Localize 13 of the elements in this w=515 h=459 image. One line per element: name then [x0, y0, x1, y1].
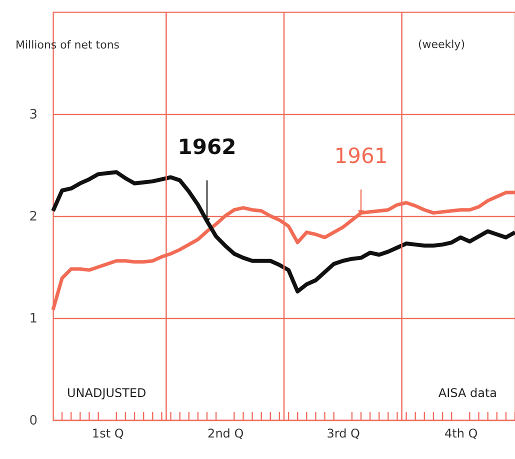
- y-tick-label: 3: [29, 108, 38, 122]
- x-tick-label: 1st Q: [92, 426, 124, 440]
- y-tick-label: 2: [29, 210, 38, 224]
- series-label: 1962: [178, 134, 236, 159]
- x-tick-label: 3rd Q: [326, 426, 360, 440]
- annotation: AISA data: [438, 386, 497, 400]
- x-tick-label: 2nd Q: [208, 426, 244, 440]
- y-tick-label: 0: [29, 414, 38, 428]
- y-tick-label: 1: [29, 312, 38, 326]
- series-label: 1961: [334, 144, 388, 168]
- text: (weekly): [418, 38, 465, 51]
- x-tick-label: 4th Q: [444, 426, 478, 440]
- annotation: UNADJUSTED: [67, 386, 146, 400]
